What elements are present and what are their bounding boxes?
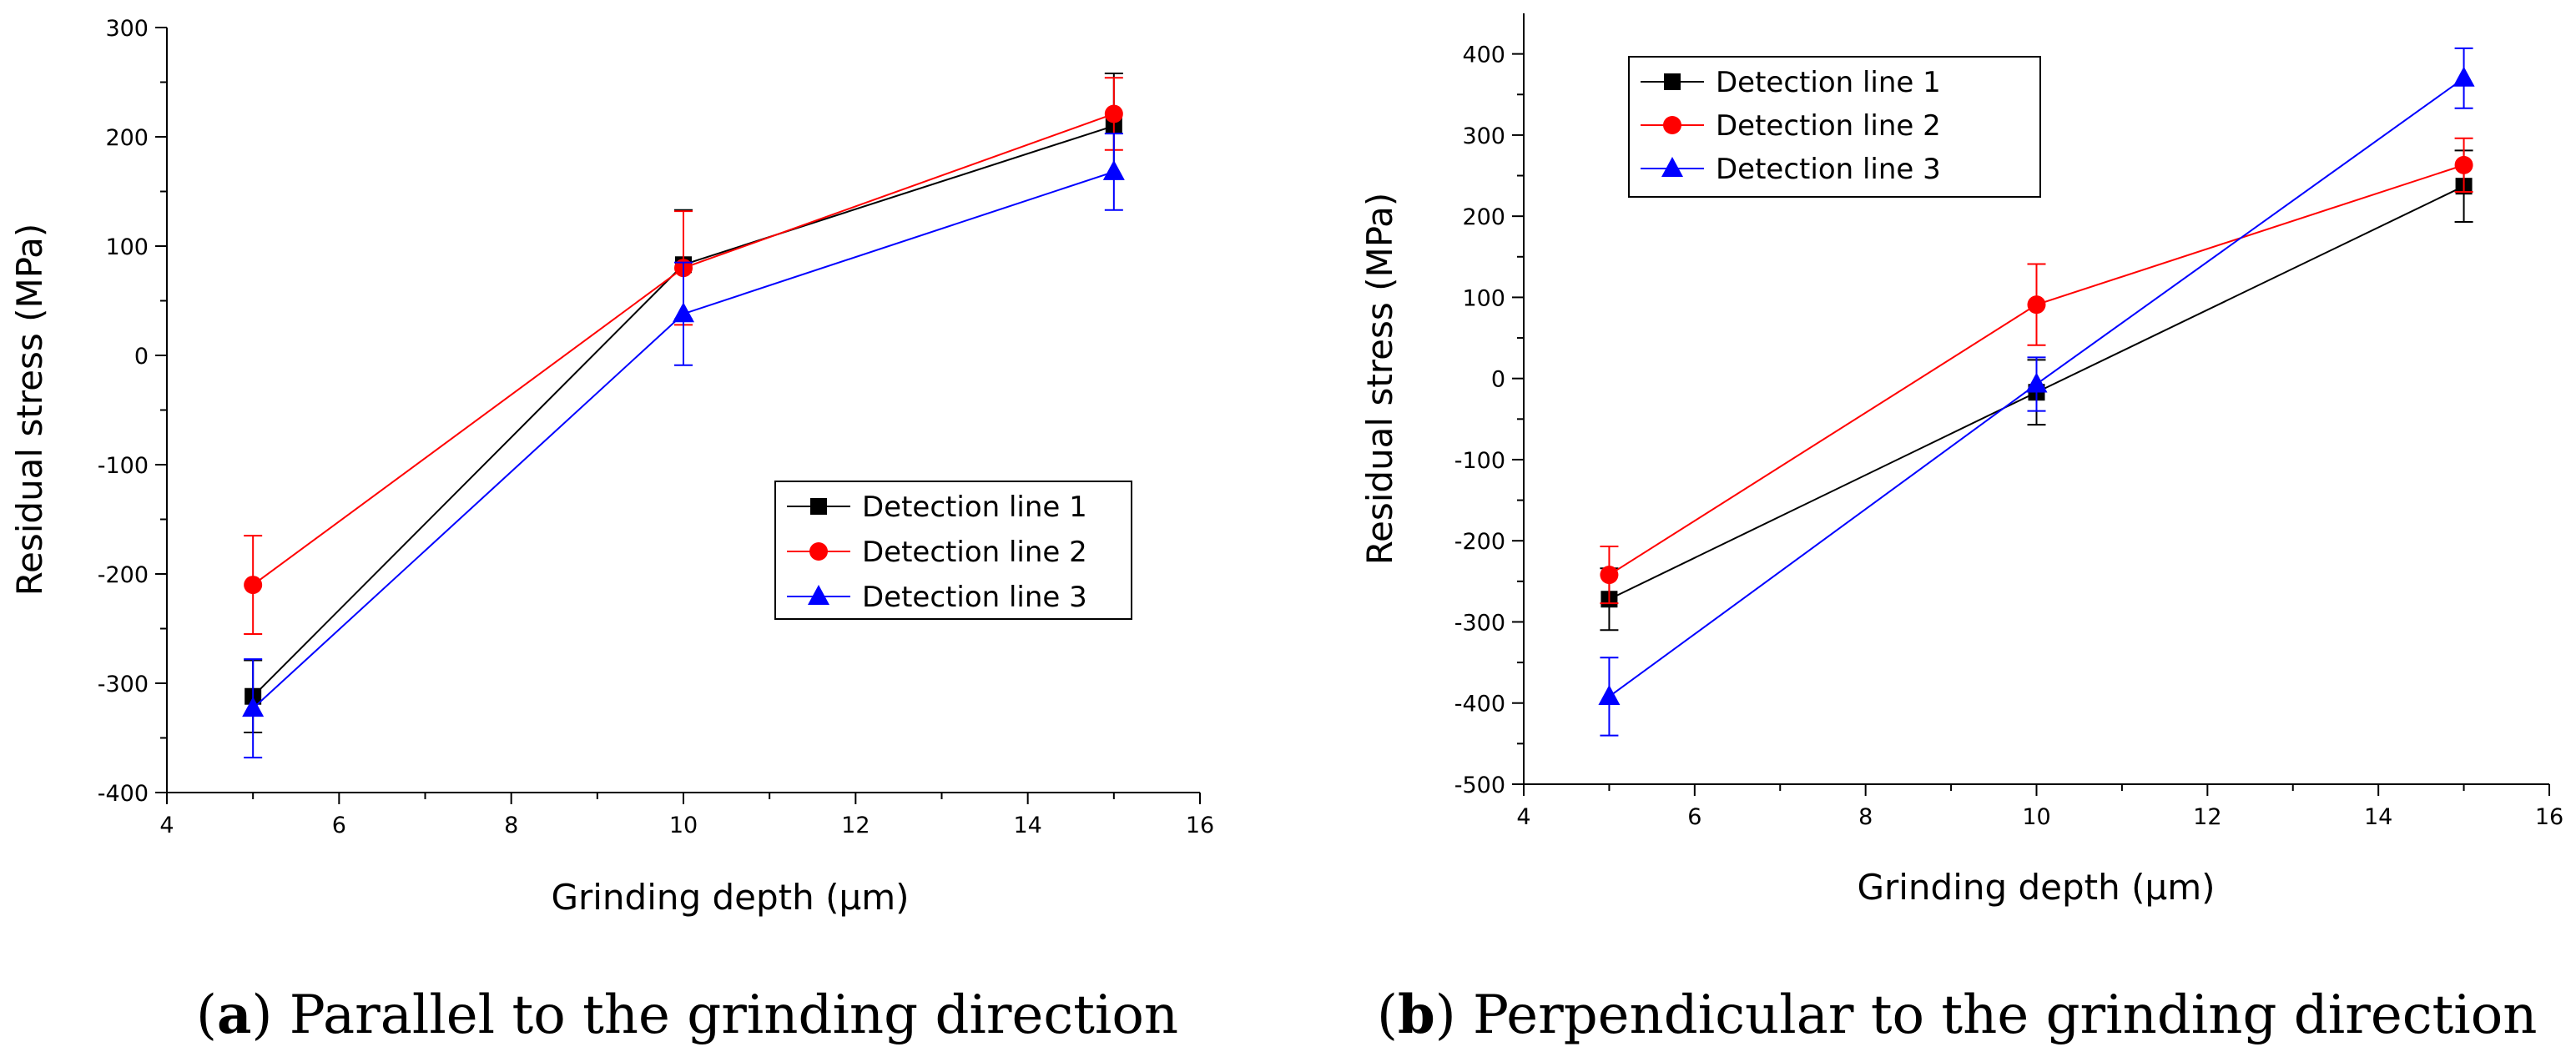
legend-label: Detection line 3: [862, 581, 1087, 614]
y-tick-label: 100: [1462, 285, 1505, 311]
legend: Detection line 1 Detection line 2 Detectio…: [1628, 56, 2041, 198]
x-tick-label: 4: [1516, 804, 1530, 830]
data-point: [1600, 566, 1619, 585]
caption-text: Perpendicular to the grinding direction: [1473, 984, 2537, 1046]
panel-caption: (a) Parallel to the grinding direction: [196, 984, 1178, 1046]
data-point: [1102, 159, 1125, 180]
x-tick-label: 8: [504, 813, 518, 838]
caption-paren: ): [1435, 984, 1473, 1046]
y-tick-label: -200: [1454, 529, 1505, 555]
data-point: [1598, 684, 1621, 705]
data-point: [1104, 104, 1123, 123]
x-tick-label: 14: [2364, 804, 2392, 830]
legend-label: Detection line 1: [862, 491, 1087, 524]
y-tick-label: -400: [1454, 692, 1505, 717]
x-tick-label: 8: [1858, 804, 1873, 830]
y-tick-label: 0: [134, 344, 149, 370]
x-tick-label: 6: [1687, 804, 1701, 830]
data-point: [2027, 295, 2046, 315]
x-axis-label: Grinding depth (μm): [551, 877, 909, 918]
y-tick-label: -400: [98, 781, 149, 807]
y-tick-label: -500: [1454, 773, 1505, 798]
legend-label: Detection line 1: [1716, 66, 1941, 99]
y-tick-label: 300: [105, 16, 149, 42]
caption-paren: (: [196, 984, 217, 1046]
series-line-2: [1600, 137, 2473, 605]
legend-marker: [1663, 116, 1681, 134]
y-tick-label: 200: [105, 125, 149, 151]
y-tick-label: 300: [1462, 123, 1505, 149]
y-tick-label: -200: [98, 562, 149, 588]
data-point: [244, 576, 263, 595]
x-tick-label: 14: [1013, 813, 1041, 838]
y-tick-label: -300: [98, 672, 149, 697]
legend-box: [1628, 56, 2041, 198]
panel-caption: (b) Perpendicular to the grinding direct…: [1377, 984, 2537, 1046]
legend: Detection line 1 Detection line 2 Detectio…: [774, 481, 1132, 620]
y-tick-label: -100: [1454, 448, 1505, 474]
legend-marker: [808, 585, 829, 605]
x-tick-label: 10: [2022, 804, 2050, 830]
y-axis-label: Residual stress (MPa): [1359, 193, 1400, 566]
data-point: [2025, 372, 2048, 393]
data-point: [242, 697, 265, 717]
legend-marker: [1664, 73, 1681, 90]
x-axis-label: Grinding depth (μm): [1857, 867, 2215, 908]
x-tick-label: 16: [1186, 813, 1214, 838]
legend-label: Detection line 2: [1716, 109, 1941, 143]
x-tick-label: 6: [332, 813, 346, 838]
caption-panel-label: a: [217, 984, 251, 1046]
x-tick-label: 12: [841, 813, 870, 838]
chart-panel-b: 4 6 8 10 12 14 16 -500 -400 -300 -200 -100 0 100 200 30…: [1359, 13, 2563, 1046]
x-tick-label: 10: [669, 813, 698, 838]
y-tick-label: 0: [1491, 367, 1505, 393]
series-line-3: [242, 133, 1125, 759]
x-tick-label: 16: [2535, 804, 2563, 830]
caption-text: Parallel to the grinding direction: [290, 984, 1178, 1046]
y-tick-label: -300: [1454, 610, 1505, 636]
y-tick-label: -100: [98, 453, 149, 479]
y-tick-label: 100: [105, 234, 149, 260]
caption-panel-label: b: [1398, 984, 1435, 1046]
series-line-3: [1598, 47, 2475, 737]
chart-panel-a: 4 6 8 10 12 14 16 -400 -300 -200 -100 0 100 200 300 Gri…: [9, 16, 1214, 1046]
legend-marker: [810, 498, 827, 515]
caption-paren: (: [1377, 984, 1398, 1046]
y-axis-label: Residual stress (MPa): [9, 224, 50, 596]
y-tick-label: 200: [1462, 204, 1505, 230]
legend-marker: [809, 542, 828, 561]
x-tick-label: 12: [2193, 804, 2221, 830]
data-point: [2454, 155, 2473, 174]
data-point: [2452, 66, 2475, 87]
legend-label: Detection line 3: [1716, 153, 1941, 186]
legend-marker: [1661, 157, 1683, 177]
x-tick-label: 4: [159, 813, 174, 838]
series-line-1: [244, 73, 1123, 733]
caption-paren: ): [251, 984, 289, 1046]
legend-label: Detection line 2: [862, 536, 1087, 569]
y-tick-label: 400: [1462, 43, 1505, 68]
data-point: [673, 302, 694, 323]
